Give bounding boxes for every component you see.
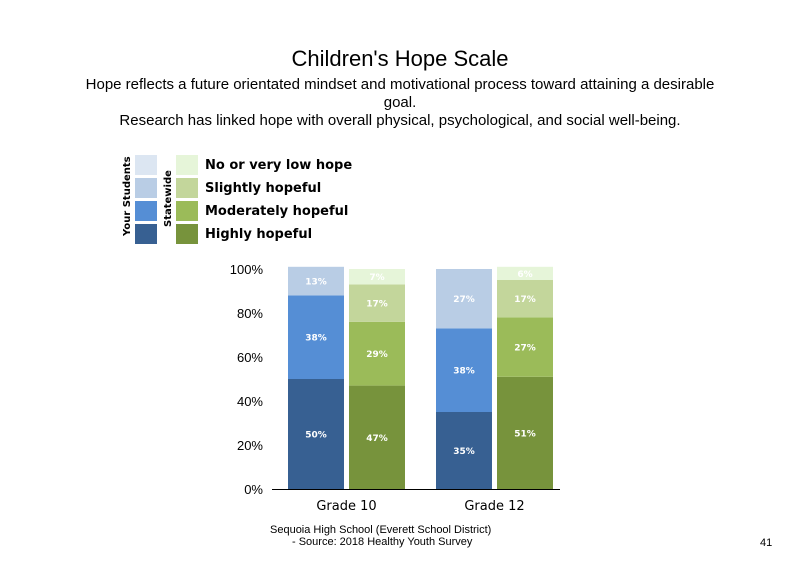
bar-segment [349,269,405,285]
y-tick-label: 40% [237,394,263,409]
data-label: 38% [305,334,327,344]
subtitle: Hope reflects a future orientated mindse… [40,76,760,130]
legend-swatch-your-slightly [135,178,157,198]
legend-swatch-state-none [176,155,198,175]
data-label: 17% [366,300,388,310]
legend-swatch-your-highly [135,224,157,244]
x-tick-label: Grade 12 [464,499,524,514]
bar-segment [288,266,344,296]
bar-segment [436,328,492,412]
subtitle-line-1: Hope reflects a future orientated mindse… [85,76,715,93]
y-tick-label: 80% [237,306,263,321]
legend-swatch-your-none [135,155,157,175]
y-tick-label: 60% [237,350,263,365]
page-title: Children's Hope Scale [291,46,509,71]
bar-segment [349,385,405,489]
data-label: 50% [305,431,327,441]
bar-segment [436,269,492,329]
bar-segment [497,376,553,489]
data-label: 38% [453,367,475,377]
data-label: 47% [366,434,388,444]
data-label: 35% [453,447,475,457]
legend-swatch-state-highly [176,224,198,244]
legend-swatch-your-moderately [135,201,157,221]
data-label: 27% [514,344,536,354]
subtitle-line-2: goal. [383,94,417,111]
data-label: 13% [305,278,327,288]
bar-segment [497,317,553,377]
bar-segment [288,295,344,379]
legend-label-slightly: Slightly hopeful [205,181,322,196]
y-tick-label: 20% [237,438,263,453]
bar-segment [288,379,344,489]
footer-source: Sequoia High School (Everett School Dist… [270,524,491,548]
bar-segment [349,284,405,322]
bar-segment [497,266,553,280]
legend-label-highly: Highly hopeful [205,227,313,242]
data-label: 7% [369,273,384,283]
bar-segment [436,412,492,489]
y-tick-label: 100% [230,262,264,277]
data-label: 6% [517,270,532,280]
bar-segment [349,321,405,386]
y-tick-label: 0% [244,482,263,497]
bar-segment [497,280,553,318]
legend-label-moderately: Moderately hopeful [205,204,349,219]
x-tick-label: Grade 10 [316,499,376,514]
legend-swatch-state-slightly [176,178,198,198]
data-label: 27% [453,295,475,305]
legend: Your Students Statewide No or very low h… [120,152,380,252]
data-label: 51% [514,429,536,439]
legend-label-none: No or very low hope [205,158,353,173]
legend-swatch-state-moderately [176,201,198,221]
footer-school: Sequoia High School (Everett School Dist… [270,524,492,536]
subtitle-line-3: Research has linked hope with overall ph… [119,112,681,129]
footer-survey: - Source: 2018 Healthy Youth Survey [292,536,473,548]
page-number: 41 [760,537,773,549]
data-label: 17% [514,295,536,305]
data-label: 29% [366,350,388,360]
